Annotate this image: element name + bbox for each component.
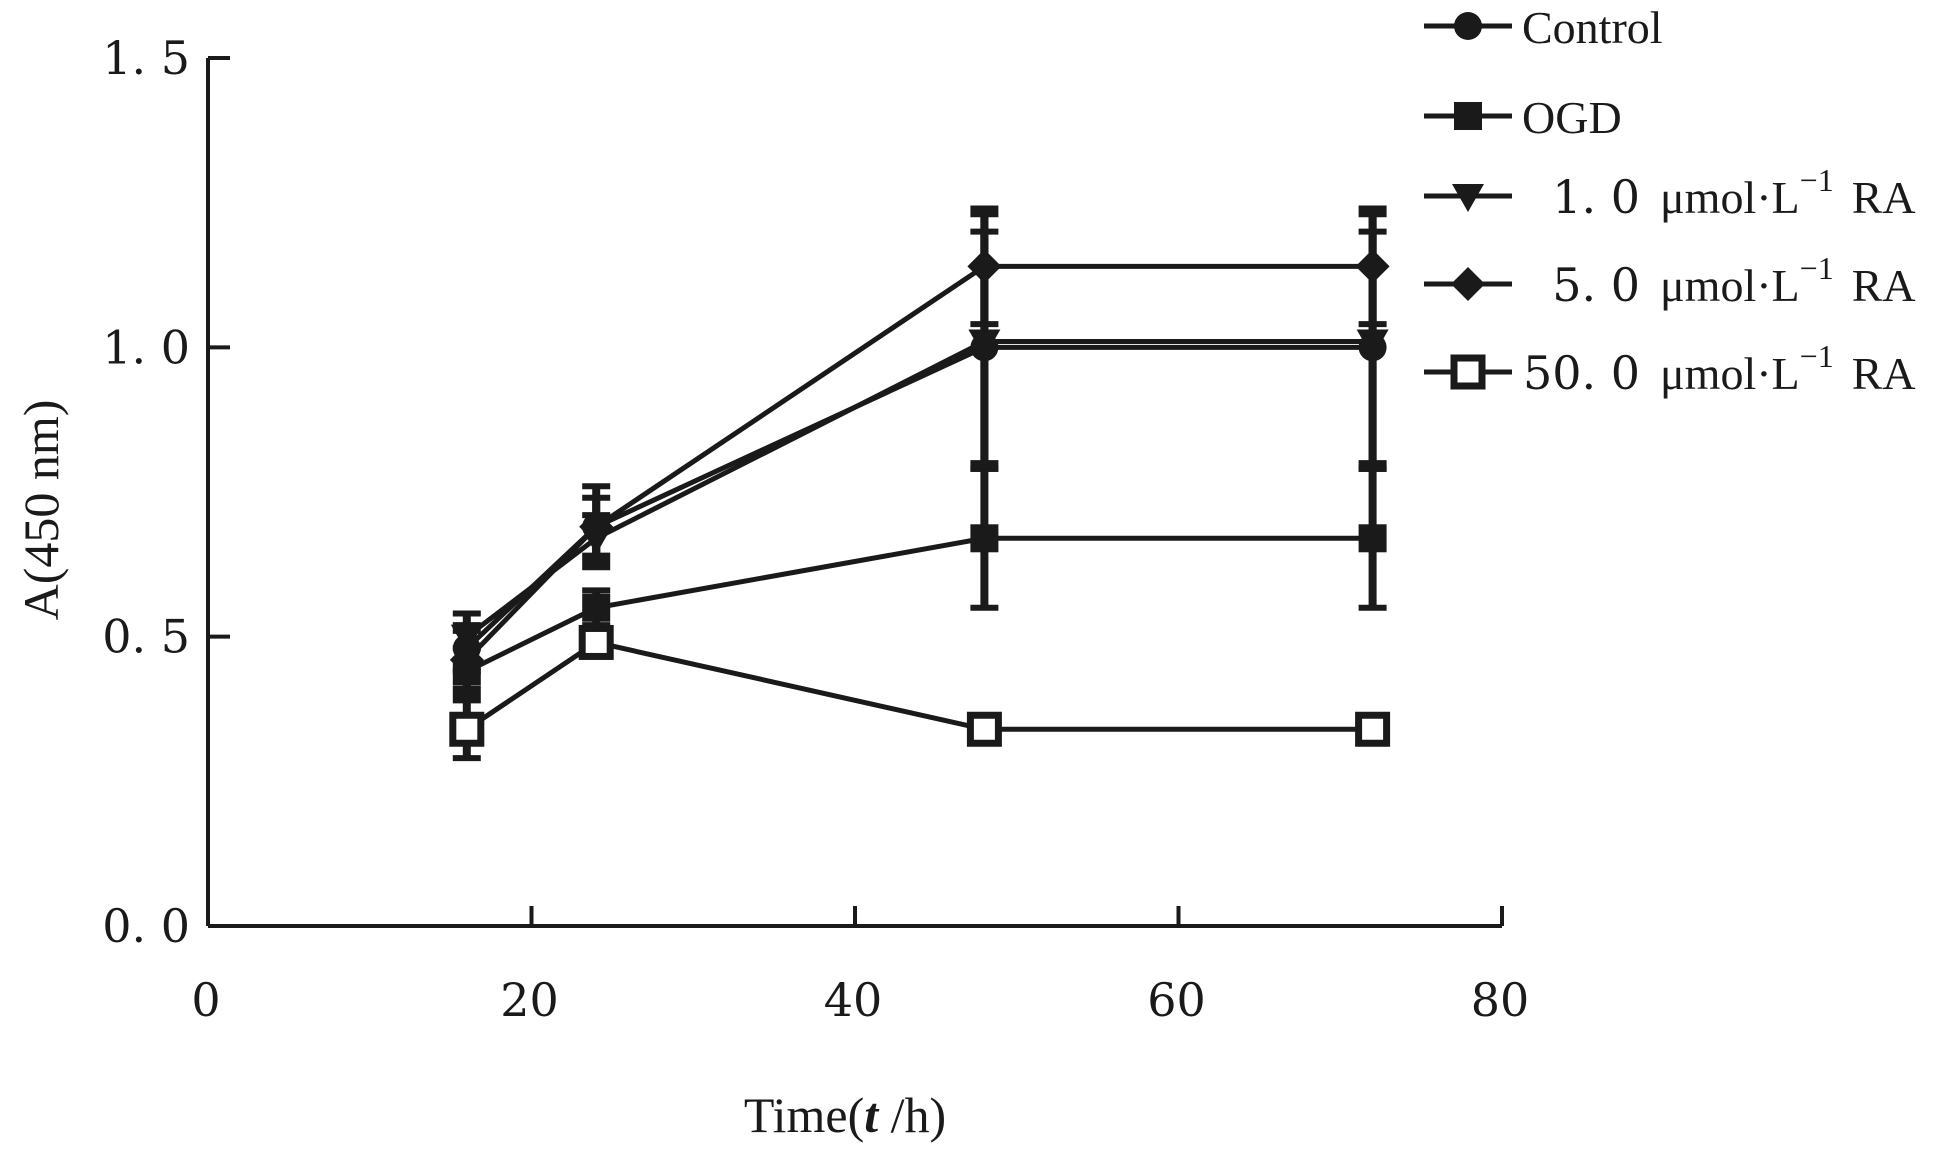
data-point <box>578 624 614 660</box>
data-point <box>449 711 485 747</box>
y-tick-label: 0. 5 <box>102 610 190 664</box>
x-axis-title-prefix: Time( <box>744 1087 864 1143</box>
legend-unit: μmol·L−1 RA <box>1660 162 1916 223</box>
y-tick-label: 1. 0 <box>102 320 190 374</box>
legend-unit: μmol·L−1 RA <box>1660 250 1916 311</box>
data-point <box>449 642 484 677</box>
y-tick-label: 0. 0 <box>102 899 190 953</box>
legend-marker <box>1451 267 1485 301</box>
data-point <box>1356 329 1389 358</box>
x-tick-label: 60 <box>1147 973 1206 1027</box>
legend-unit-base: μmol·L <box>1660 172 1800 223</box>
legend-marker <box>1454 102 1482 130</box>
legend-label: Control <box>1522 2 1663 53</box>
legend-marker <box>1450 354 1486 390</box>
series-line <box>465 339 1373 639</box>
legend-concentration: 5. 0 <box>1552 258 1640 312</box>
data-point <box>1355 249 1390 284</box>
x-tick-label: 40 <box>824 973 883 1027</box>
legend-concentration: 1. 0 <box>1552 170 1640 224</box>
axes: 0 20 40 60 80 0. 0 0. 5 1. 0 1. 5 <box>102 31 1529 1027</box>
data-point <box>970 524 999 553</box>
legend-item-3: 1. 0 μmol·L−1 RA <box>1424 162 1916 224</box>
series-line <box>465 639 1373 732</box>
legend-unit: μmol·L−1 RA <box>1660 338 1916 399</box>
x-tick-label: 80 <box>1471 973 1530 1027</box>
x-tick-label: 20 <box>500 973 559 1027</box>
legend-unit-superscript: −1 <box>1800 250 1834 286</box>
x-axis-title: Time(t /h) <box>744 1087 946 1143</box>
series-4 <box>449 205 1390 692</box>
legend-unit-suffix: RA <box>1852 260 1916 311</box>
legend-item-4: 5. 0 μmol·L−1 RA <box>1424 250 1916 312</box>
legend-label: OGD <box>1522 92 1622 143</box>
legend-marker <box>1454 12 1482 40</box>
legend-item-2: OGD <box>1424 92 1622 143</box>
legend-unit-base: μmol·L <box>1660 260 1800 311</box>
legend-item-1: Control <box>1424 2 1663 53</box>
x-tick-label: 0 <box>191 973 220 1027</box>
data-point <box>967 249 1002 284</box>
legend-marker <box>1452 184 1484 212</box>
plot-area <box>449 205 1391 762</box>
legend-item-5: 50. 0 μmol·L−1 RA <box>1424 338 1916 400</box>
legend-unit-superscript: −1 <box>1800 338 1834 374</box>
legend-unit-suffix: RA <box>1852 172 1916 223</box>
legend-unit-superscript: −1 <box>1800 162 1834 198</box>
data-point <box>579 509 614 544</box>
series-line <box>465 535 1373 674</box>
y-tick-label: 1. 5 <box>102 31 190 85</box>
legend-unit-suffix: RA <box>1852 348 1916 399</box>
data-point <box>1355 711 1391 747</box>
x-axis-title-suffix: /h) <box>878 1087 946 1143</box>
y-axis-title: A(450 nm) <box>13 400 69 621</box>
series-5 <box>449 624 1391 762</box>
data-point <box>1358 524 1387 553</box>
data-point <box>966 711 1002 747</box>
legend-concentration: 50. 0 <box>1523 346 1640 400</box>
series-line <box>465 263 1373 662</box>
data-point <box>582 593 611 622</box>
x-axis-title-variable: t <box>864 1087 880 1143</box>
data-point <box>968 329 1001 358</box>
legend-unit-base: μmol·L <box>1660 348 1800 399</box>
